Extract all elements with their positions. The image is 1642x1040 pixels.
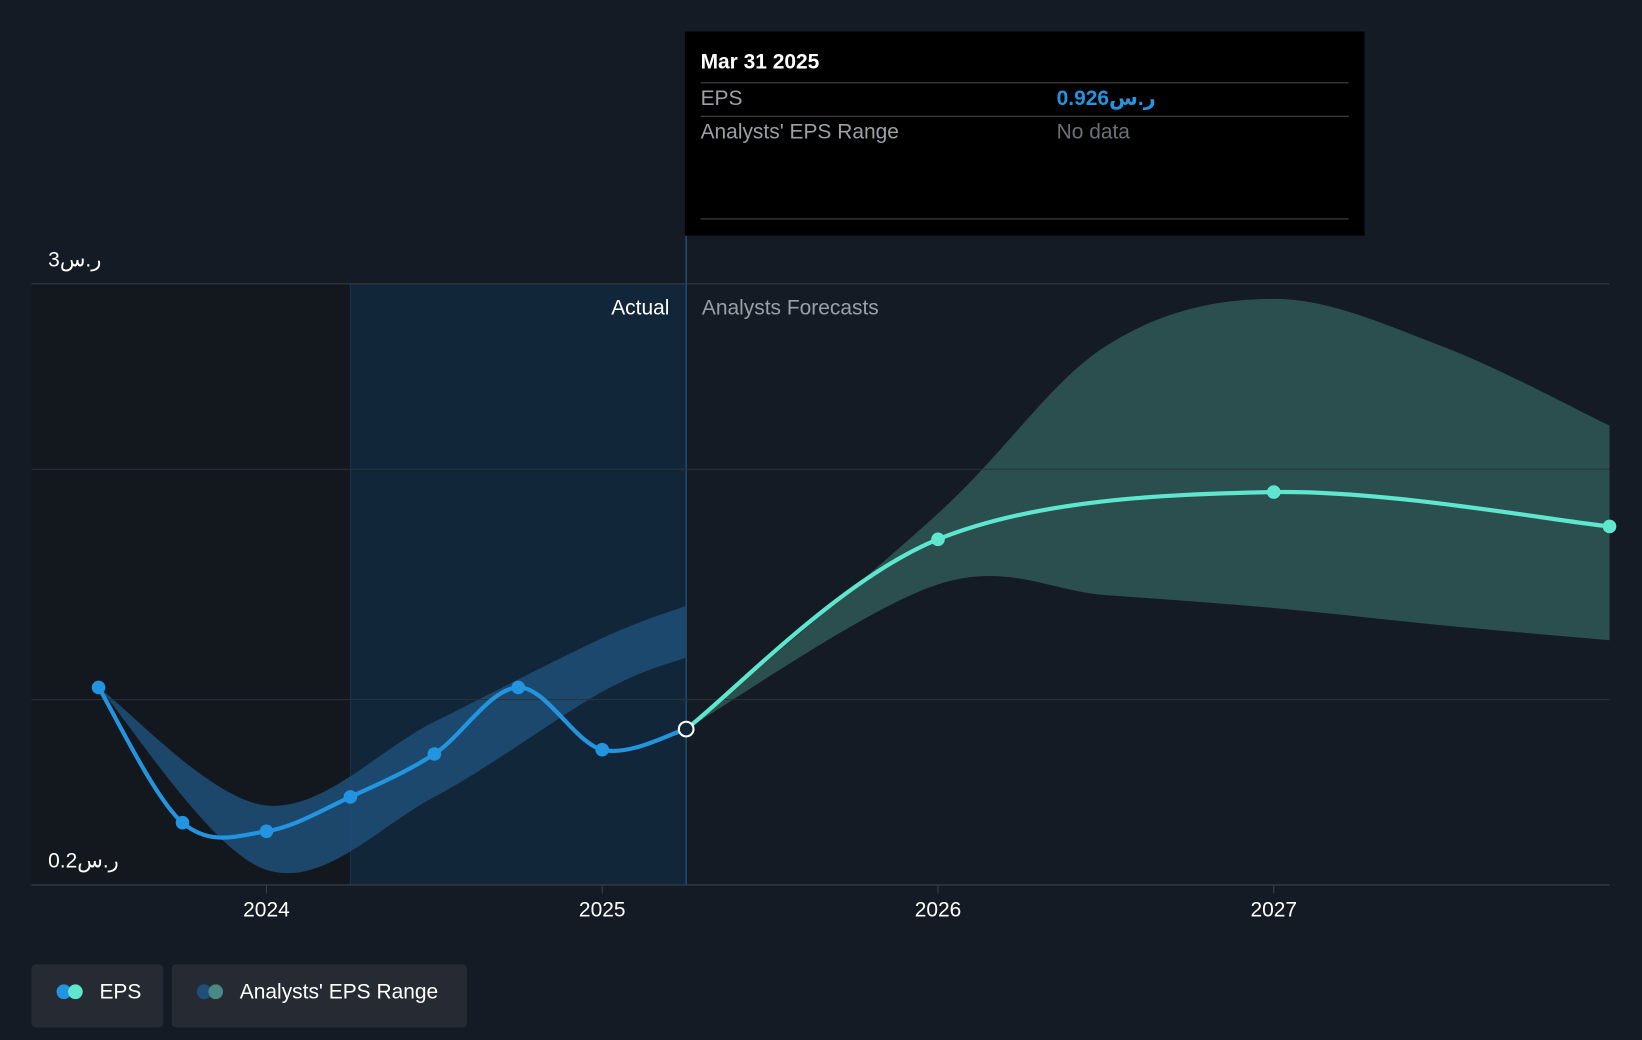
actual-range-band [98,605,687,874]
y-tick-label: 0.2ر.س [48,849,119,872]
legend-icon [208,984,224,1000]
tooltip-box [684,31,1365,236]
plot-area: Actual Analysts Forecasts [31,235,1610,894]
tooltip: Mar 31 2025 EPS 0.926ر.س Analysts' EPS R… [684,31,1365,236]
eps-point [175,815,190,830]
y-tick-label: 3ر.س [48,248,101,271]
legend-label: EPS [99,980,141,1003]
x-tick-label: 2025 [579,899,626,922]
legend-item[interactable] [171,964,468,1028]
tooltip-title: Mar 31 2025 [701,50,820,73]
legend: EPS Analysts' EPS Range [31,964,468,1028]
eps-line-forecast [684,489,1610,731]
eps-point [677,720,695,738]
tooltip-label: Analysts' EPS Range [701,121,899,144]
forecast-range-band [686,298,1610,730]
actual-label: Actual [611,297,669,320]
tooltip-label: EPS [701,87,743,110]
eps-point [1602,519,1617,534]
forecast-label: Analysts Forecasts [702,297,879,320]
marks: 3ر.س 0.2ر.س 2024 2025 2026 2027 [48,248,1617,922]
eps-point [343,790,358,804]
eps-point [1266,485,1281,499]
eps-point [595,742,610,757]
legend-label: Analysts' EPS Range [240,980,438,1003]
tooltip-value: No data [1057,121,1131,144]
x-tick-label: 2026 [915,899,962,922]
x-tick-label: 2024 [243,899,290,922]
x-tick-label: 2027 [1250,899,1297,922]
eps-point [259,824,274,839]
legend-icon [56,984,72,1000]
eps-point [427,747,442,761]
eps-point [511,680,526,695]
eps-point [91,680,106,695]
tooltip-value: 0.926ر.س [1057,87,1156,110]
legend-icon [68,984,83,1000]
eps-point [931,532,945,547]
legend-icon [196,984,212,1000]
legend-item[interactable] [31,964,164,1028]
